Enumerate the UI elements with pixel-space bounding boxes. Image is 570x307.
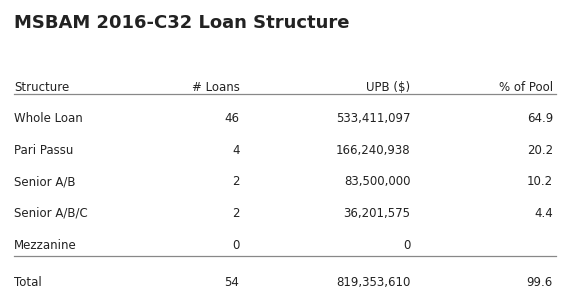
Text: 2: 2 [232,207,239,220]
Text: 2: 2 [232,175,239,188]
Text: 99.6: 99.6 [527,276,553,289]
Text: UPB ($): UPB ($) [367,81,410,94]
Text: Total: Total [14,276,42,289]
Text: # Loans: # Loans [192,81,239,94]
Text: Senior A/B/C: Senior A/B/C [14,207,88,220]
Text: Senior A/B: Senior A/B [14,175,76,188]
Text: Mezzanine: Mezzanine [14,239,77,251]
Text: 4: 4 [232,144,239,157]
Text: 0: 0 [403,239,410,251]
Text: Whole Loan: Whole Loan [14,112,83,125]
Text: 54: 54 [225,276,239,289]
Text: 64.9: 64.9 [527,112,553,125]
Text: 83,500,000: 83,500,000 [344,175,410,188]
Text: % of Pool: % of Pool [499,81,553,94]
Text: MSBAM 2016-C32 Loan Structure: MSBAM 2016-C32 Loan Structure [14,14,350,32]
Text: 0: 0 [232,239,239,251]
Text: Structure: Structure [14,81,70,94]
Text: 4.4: 4.4 [534,207,553,220]
Text: 36,201,575: 36,201,575 [343,207,410,220]
Text: 10.2: 10.2 [527,175,553,188]
Text: 20.2: 20.2 [527,144,553,157]
Text: 166,240,938: 166,240,938 [336,144,410,157]
Text: Pari Passu: Pari Passu [14,144,74,157]
Text: 819,353,610: 819,353,610 [336,276,410,289]
Text: 46: 46 [225,112,239,125]
Text: 533,411,097: 533,411,097 [336,112,410,125]
